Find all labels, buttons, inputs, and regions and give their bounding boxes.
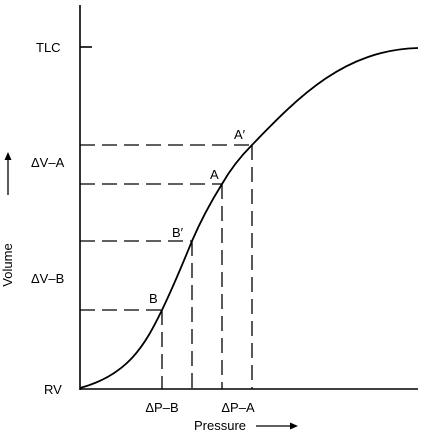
guide-lines <box>80 144 253 389</box>
x-tick-dp-b: ΔP–B <box>145 400 178 415</box>
y-tick-rv: RV <box>44 382 62 397</box>
x-tick-dp-a: ΔP–A <box>221 400 255 415</box>
point-label-b-prime: B′ <box>172 225 184 240</box>
point-label-b: B <box>149 291 158 306</box>
y-tick-dv-a: ΔV–A <box>31 155 65 170</box>
x-axis-arrow <box>256 422 298 430</box>
y-axis-arrow <box>4 152 12 195</box>
y-tick-dv-b: ΔV–B <box>31 271 64 286</box>
point-label-a: A <box>210 167 219 182</box>
y-tick-tlc: TLC <box>36 40 61 55</box>
y-axis-title: Volume <box>0 243 15 286</box>
pressure-volume-curve <box>79 47 419 389</box>
x-axis-title: Pressure <box>194 418 246 432</box>
point-label-a-prime: A′ <box>234 127 246 142</box>
